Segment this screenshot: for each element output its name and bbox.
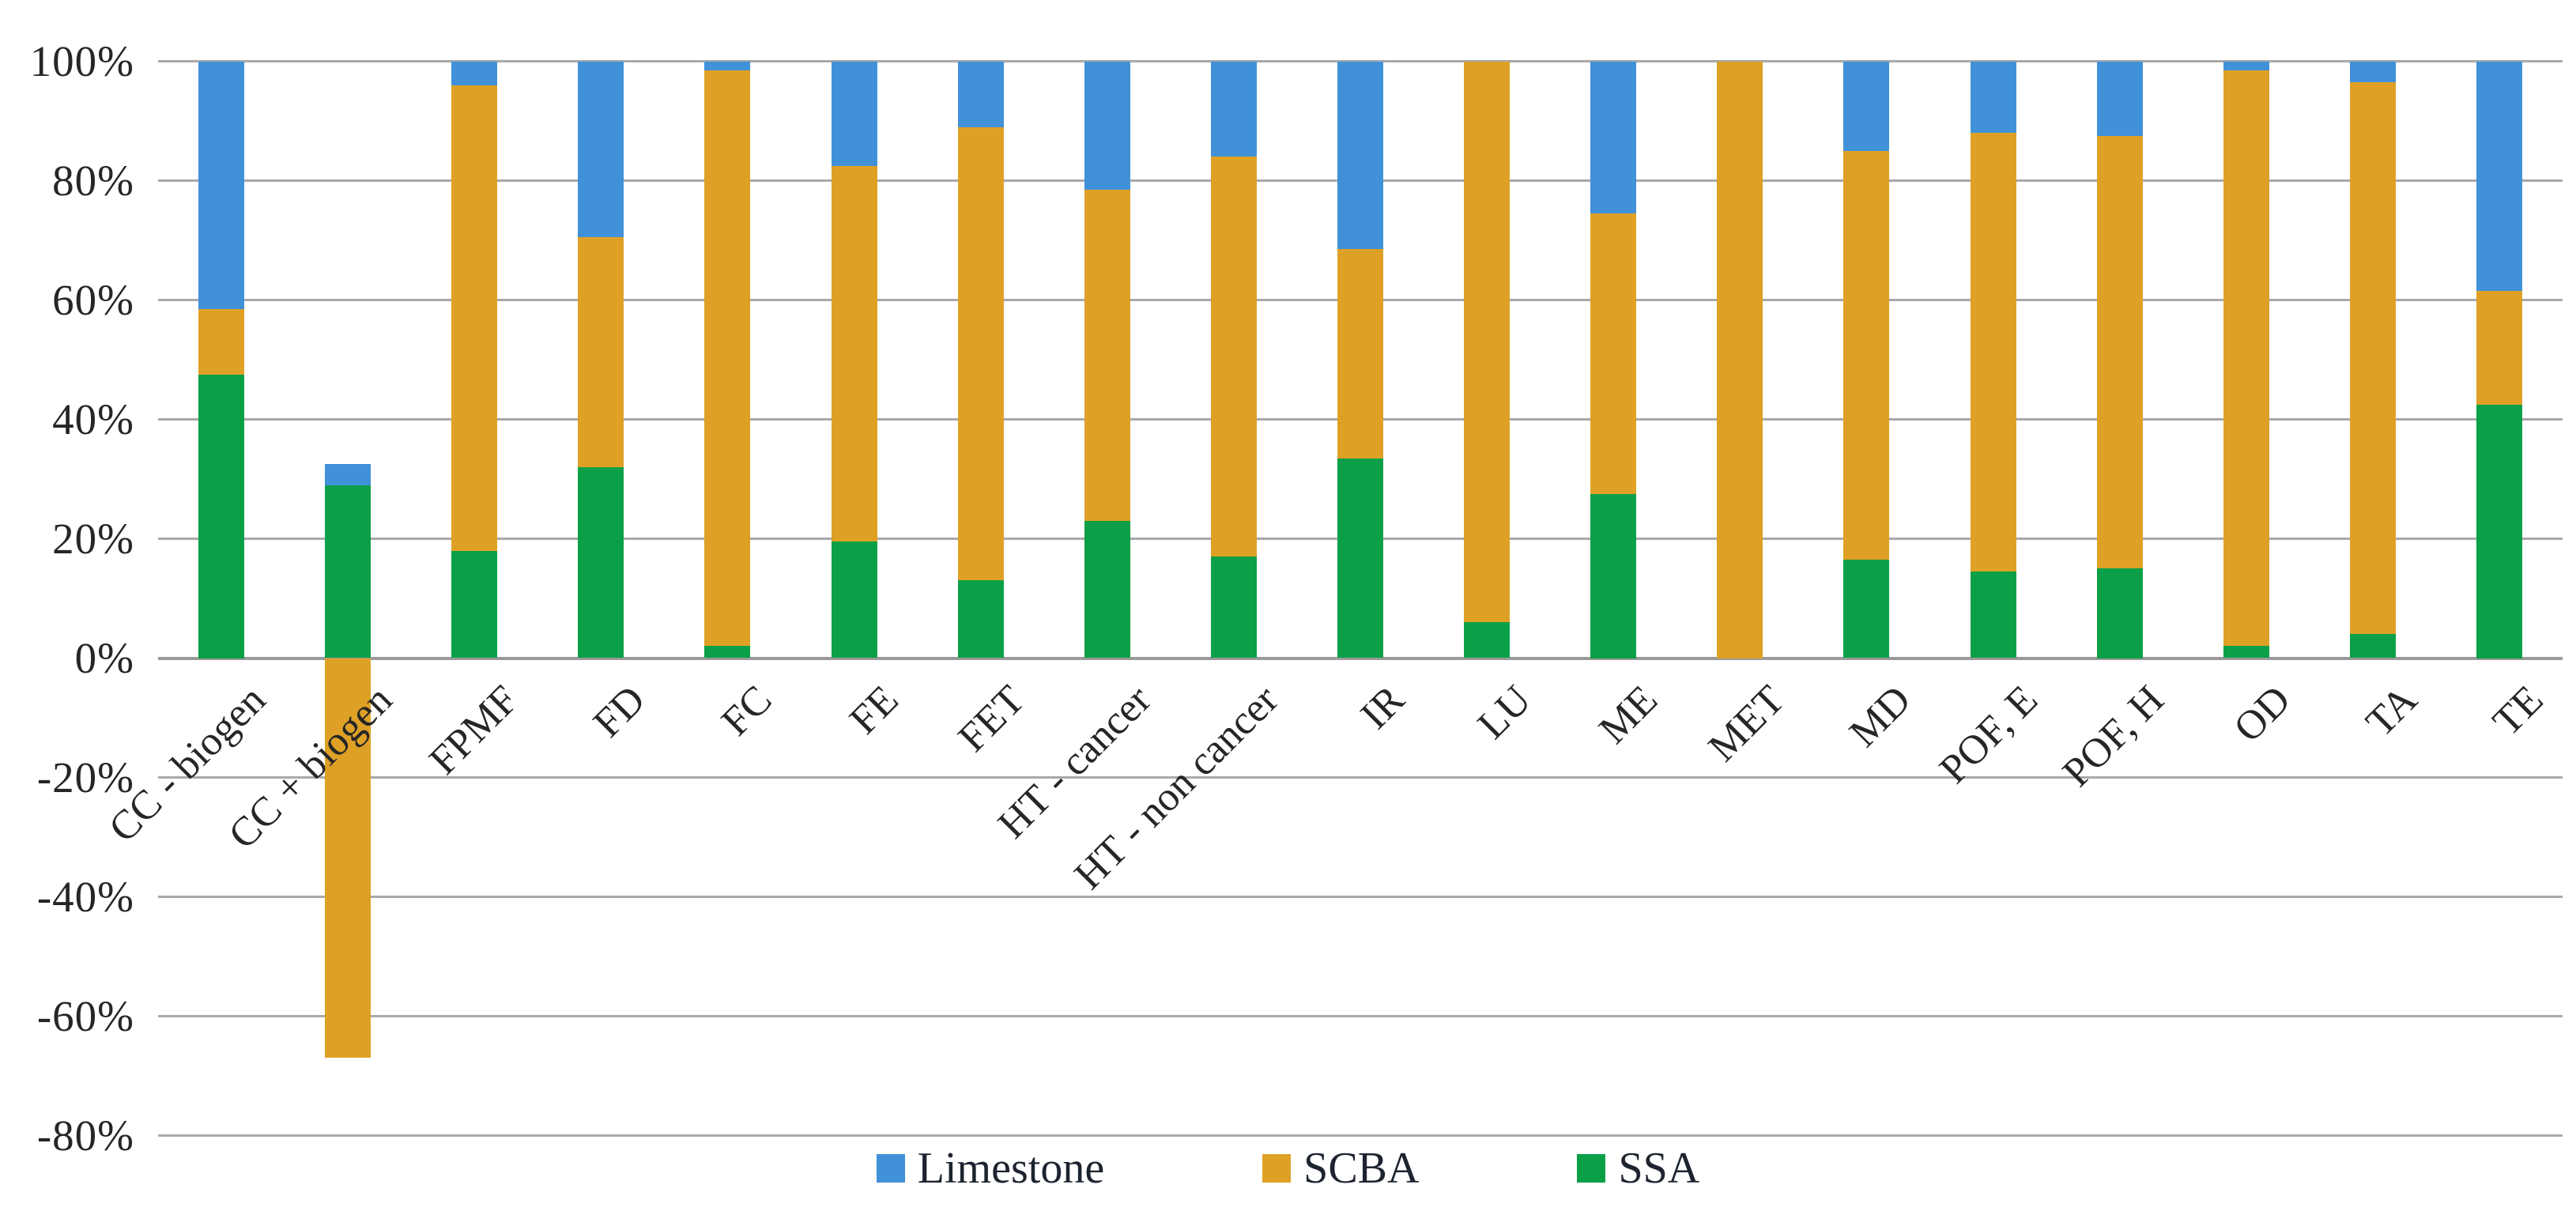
y-tick-label: 0% [74, 633, 134, 682]
y-tick-label: 100% [29, 36, 134, 85]
bar-segment-ssa-POF, E [1970, 572, 2016, 658]
bar-group-FC [704, 0, 751, 1230]
bar-segment-scba-ME [1590, 213, 1637, 494]
bar-group-POF, H [2096, 0, 2143, 1230]
bar-segment-ssa-FD [578, 466, 624, 658]
bar-segment-limestone-HT - non cancer [1210, 61, 1257, 157]
bar-segment-scba-FD [578, 237, 624, 467]
bar-segment-limestone-HT - cancer [1084, 61, 1130, 190]
bar-segment-scba-MET [1717, 61, 1763, 658]
bar-segment-ssa-HT - cancer [1084, 520, 1130, 658]
bar-group-IR [1337, 0, 1383, 1230]
bar-group-FET [957, 0, 1004, 1230]
legend-label-scba: SCBA [1303, 1144, 1420, 1193]
bar-group-CC + biogen [325, 0, 372, 1230]
bar-segment-ssa-CC + biogen [325, 485, 372, 658]
bar-segment-scba-HT - non cancer [1210, 157, 1257, 557]
y-tick-label: 20% [52, 514, 134, 563]
bar-segment-limestone-TE [2476, 61, 2522, 292]
gridline--60% [158, 1015, 2563, 1017]
bar-segment-ssa-FET [957, 580, 1004, 658]
y-tick-label: -20% [36, 753, 134, 802]
gridline--40% [158, 896, 2563, 898]
bar-group-HT - non cancer [1210, 0, 1257, 1230]
bar-segment-ssa-IR [1337, 458, 1383, 658]
bar-segment-ssa-POF, H [2096, 568, 2143, 658]
bar-segment-scba-FE [831, 165, 877, 542]
legend-item-limestone: Limestone [876, 1144, 1105, 1193]
bar-segment-ssa-LU [1464, 622, 1511, 658]
bar-segment-limestone-FET [957, 61, 1004, 127]
bar-segment-scba-MD [1843, 150, 1890, 560]
bar-group-OD [2223, 0, 2269, 1230]
bar-segment-limestone-TA [2349, 61, 2396, 82]
bar-group-LU [1464, 0, 1511, 1230]
bar-segment-ssa-MD [1843, 559, 1890, 658]
legend-label-limestone: Limestone [917, 1144, 1105, 1193]
bar-segment-scba-TE [2476, 291, 2522, 405]
bar-segment-ssa-CC - biogen [198, 374, 245, 658]
y-tick-label: -60% [36, 991, 134, 1040]
bar-group-MET [1717, 0, 1763, 1230]
bar-segment-scba-POF, H [2096, 135, 2143, 569]
bar-group-FPMF [451, 0, 498, 1230]
bar-segment-scba-FPMF [451, 85, 498, 551]
bar-segment-ssa-ME [1590, 493, 1637, 658]
limestone-swatch-icon [876, 1154, 905, 1183]
bar-segment-limestone-FE [831, 61, 877, 166]
bar-group-FD [578, 0, 624, 1230]
y-tick-label: -40% [36, 872, 134, 921]
bar-segment-ssa-FPMF [451, 550, 498, 658]
bar-segment-ssa-HT - non cancer [1210, 557, 1257, 658]
bar-segment-scba-IR [1337, 249, 1383, 458]
bar-group-TA [2349, 0, 2396, 1230]
y-tick-label: -80% [36, 1111, 134, 1160]
y-tick-label: 80% [52, 156, 134, 205]
bar-group-FE [831, 0, 877, 1230]
bar-segment-limestone-POF, E [1970, 61, 2016, 134]
bar-segment-scba-TA [2349, 81, 2396, 635]
bar-segment-limestone-IR [1337, 61, 1383, 250]
bar-segment-limestone-MD [1843, 61, 1890, 151]
bar-segment-limestone-CC - biogen [198, 61, 245, 309]
bar-segment-ssa-FC [704, 646, 751, 658]
bar-segment-limestone-CC + biogen [325, 464, 372, 485]
bar-segment-scba-HT - cancer [1084, 189, 1130, 521]
bar-group-CC - biogen [198, 0, 245, 1230]
bar-segment-ssa-TE [2476, 404, 2522, 658]
bar-segment-ssa-TA [2349, 634, 2396, 658]
bar-group-ME [1590, 0, 1637, 1230]
legend-label-ssa: SSA [1618, 1144, 1700, 1193]
bar-segment-scba-CC + biogen [325, 658, 372, 1058]
bar-segment-scba-LU [1464, 61, 1511, 623]
legend-item-ssa: SSA [1577, 1145, 1699, 1192]
bar-group-TE [2476, 0, 2522, 1230]
bar-segment-scba-FC [704, 70, 751, 647]
bar-group-POF, E [1970, 0, 2016, 1230]
bar-segment-scba-OD [2223, 70, 2269, 647]
bar-segment-ssa-OD [2223, 646, 2269, 658]
bar-segment-limestone-OD [2223, 61, 2269, 70]
gridline--20% [158, 776, 2563, 779]
bar-segment-limestone-ME [1590, 61, 1637, 214]
bar-group-MD [1843, 0, 1890, 1230]
bar-segment-limestone-FC [704, 61, 751, 70]
bar-group-HT - cancer [1084, 0, 1130, 1230]
gridline-0% [158, 657, 2563, 660]
bar-segment-limestone-POF, H [2096, 61, 2143, 136]
bar-segment-scba-CC - biogen [198, 308, 245, 375]
bar-segment-limestone-FPMF [451, 61, 498, 85]
scba-swatch-icon [1262, 1154, 1292, 1183]
y-tick-label: 60% [52, 275, 134, 324]
legend-item-scba: SCBA [1262, 1145, 1419, 1192]
ssa-swatch-icon [1577, 1154, 1606, 1183]
bar-segment-ssa-FE [831, 541, 877, 658]
bar-segment-limestone-FD [578, 61, 624, 238]
y-tick-label: 40% [52, 394, 134, 443]
gridline--80% [158, 1134, 2563, 1137]
legend: Limestone SCBA SSA [0, 1145, 2576, 1192]
bar-segment-scba-POF, E [1970, 133, 2016, 572]
bar-segment-scba-FET [957, 126, 1004, 581]
